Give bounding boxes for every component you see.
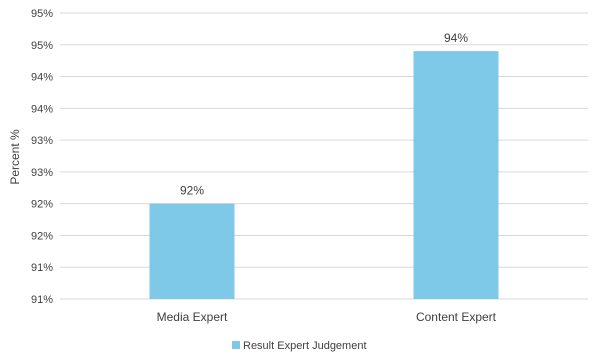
data-label: 92% [180, 184, 204, 198]
x-category-label: Media Expert [157, 310, 228, 324]
y-axis-title: Percent % [8, 129, 22, 185]
bar [413, 51, 499, 300]
gridlines [60, 12, 588, 300]
y-tick-label: 91% [31, 262, 53, 274]
data-label: 94% [444, 31, 468, 45]
x-category-label: Content Expert [416, 310, 497, 324]
y-tick-label: 94% [31, 103, 53, 115]
bar [149, 203, 235, 299]
y-tick-label: 91% [31, 294, 53, 306]
y-axis-ticks: 91% 91% 92% 92% 93% 93% 94% 94% 95% 95% [31, 8, 53, 306]
legend-swatch [232, 341, 240, 349]
x-axis-categories: Media Expert Content Expert [157, 310, 497, 324]
y-tick-label: 94% [31, 72, 53, 84]
bars [149, 51, 499, 300]
y-tick-label: 95% [31, 40, 53, 52]
y-tick-label: 95% [31, 8, 53, 20]
y-tick-label: 93% [31, 167, 53, 179]
legend-label: Result Expert Judgement [243, 340, 367, 352]
legend: Result Expert Judgement [232, 340, 367, 352]
y-tick-label: 92% [31, 230, 53, 242]
data-labels: 92% 94% [180, 31, 468, 198]
y-tick-label: 92% [31, 199, 53, 211]
y-tick-label: 93% [31, 135, 53, 147]
